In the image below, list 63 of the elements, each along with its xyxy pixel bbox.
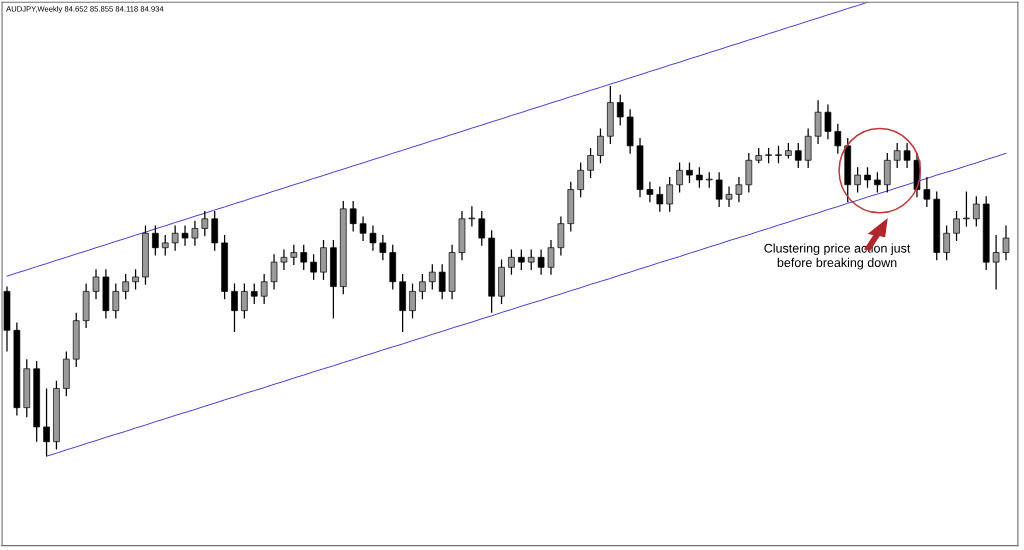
candlestick [241, 282, 248, 320]
candlestick [696, 166, 703, 189]
candlestick [577, 161, 584, 198]
candlestick [1002, 224, 1010, 261]
candlestick [280, 248, 288, 271]
candlestick [161, 234, 169, 257]
candlestick [666, 176, 674, 213]
candlestick [903, 142, 911, 169]
candlestick [468, 205, 476, 228]
candlestick [943, 224, 950, 261]
candlestick [646, 181, 654, 203]
candlestick [508, 248, 515, 276]
candlestick [349, 200, 357, 233]
candlestick [963, 190, 970, 228]
candlestick [824, 103, 832, 140]
candlestick [419, 273, 426, 300]
candlestick [132, 268, 139, 291]
candlestick [735, 176, 743, 203]
candlestick [973, 195, 980, 228]
candlestick [438, 263, 446, 300]
candlestick [428, 263, 436, 291]
candlestick [597, 127, 604, 164]
candlestick [527, 248, 535, 271]
candlestick [300, 244, 308, 271]
candlestick [92, 268, 100, 300]
candlestick [112, 282, 120, 320]
candlestick [250, 282, 258, 305]
candlestick [992, 234, 1000, 291]
candlestick [152, 224, 159, 257]
candlestick [231, 282, 238, 333]
candlestick [656, 185, 664, 213]
candlestick [310, 253, 317, 281]
candlestick [260, 273, 268, 305]
candlestick [171, 224, 179, 252]
candlestick [191, 220, 199, 247]
candlestick [834, 123, 842, 155]
candlestick [864, 166, 871, 189]
candlestick [893, 142, 901, 169]
candlestick [537, 248, 545, 276]
candlestick [359, 215, 367, 242]
candlestick [587, 147, 594, 179]
candlestick [854, 166, 861, 194]
candlestick [547, 239, 555, 276]
candlestick [369, 224, 377, 252]
candlestick [676, 161, 683, 194]
candlestick [201, 210, 209, 237]
candlestick [874, 171, 881, 194]
candlestick [616, 94, 624, 127]
candlestick [518, 248, 525, 271]
candlestick [43, 387, 50, 457]
candlestick [478, 210, 486, 247]
candlestick [794, 142, 802, 169]
candlestick [725, 185, 733, 208]
candlestick [686, 161, 693, 184]
candlestick [379, 234, 387, 261]
candlestick [270, 253, 278, 291]
candlestick [715, 171, 723, 208]
candlestick [290, 244, 298, 266]
candlestick [181, 224, 189, 247]
candlestick [953, 210, 960, 242]
candlestick [122, 273, 129, 300]
candlestick [409, 282, 416, 320]
candlestick [923, 176, 931, 208]
